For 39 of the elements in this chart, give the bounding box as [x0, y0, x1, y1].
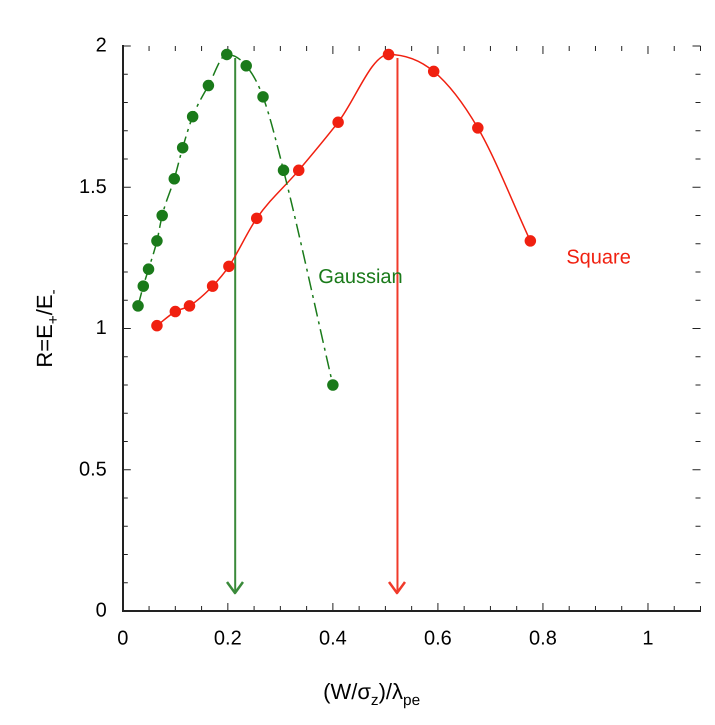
x-tick-label: 0.8 — [529, 628, 557, 650]
point — [206, 280, 218, 292]
point — [186, 110, 198, 122]
x-tick-label: 0.2 — [214, 628, 242, 650]
point — [257, 91, 269, 103]
point — [156, 210, 168, 222]
point — [151, 235, 163, 247]
point — [142, 263, 154, 275]
y-tick-label: 0 — [96, 600, 107, 622]
point — [223, 260, 235, 272]
point — [138, 280, 150, 292]
point — [250, 212, 262, 224]
x-tick-label: 0.4 — [318, 628, 347, 650]
x-tick-label: 0.6 — [424, 628, 452, 650]
y-tick-label: 0.5 — [78, 458, 107, 480]
point — [132, 300, 144, 312]
x-tick-label: 1 — [642, 628, 654, 650]
y-tick-label: 1 — [96, 317, 107, 340]
point — [292, 164, 304, 176]
x-tick-label: 0 — [117, 628, 128, 650]
point — [168, 173, 180, 185]
point — [472, 122, 484, 134]
point — [524, 235, 536, 247]
point — [176, 142, 188, 154]
point — [278, 164, 290, 176]
point — [240, 60, 252, 72]
point — [221, 48, 233, 60]
y-tick-label: 1.5 — [78, 176, 107, 198]
y-tick-label: 2 — [96, 34, 107, 57]
point — [332, 116, 344, 128]
y-axis-title: R=E+/E- — [32, 289, 62, 368]
point — [202, 80, 214, 92]
point — [327, 379, 339, 391]
series-label: Square — [566, 246, 631, 268]
point — [151, 320, 163, 332]
point — [170, 306, 182, 318]
point — [428, 66, 440, 78]
point — [184, 300, 196, 312]
point — [382, 48, 394, 60]
